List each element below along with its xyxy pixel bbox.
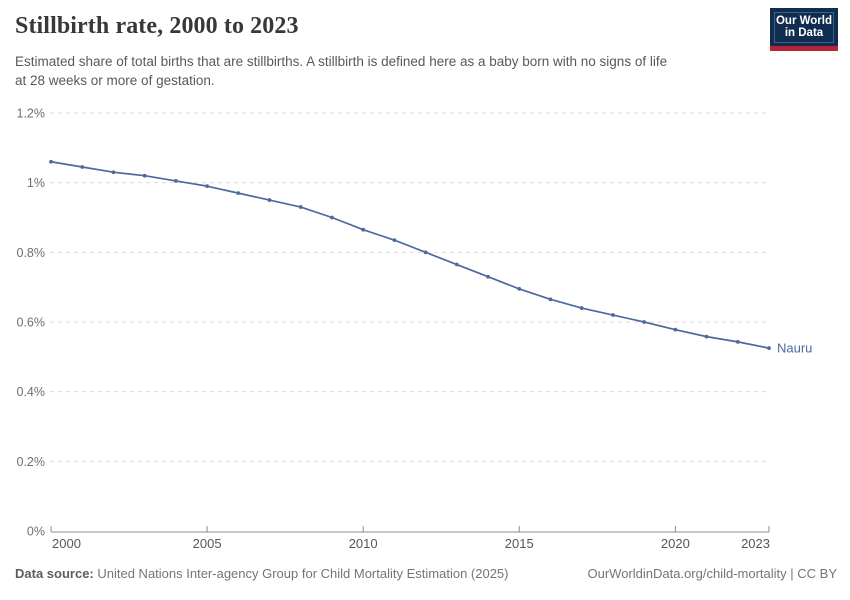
data-point[interactable] (142, 173, 147, 178)
data-point[interactable] (642, 320, 647, 324)
data-point[interactable] (767, 346, 771, 351)
owid-logo[interactable]: Our World in Data (770, 8, 838, 51)
data-point[interactable] (517, 287, 522, 291)
data-point[interactable] (330, 215, 334, 220)
subtitle-line-1: Estimated share of total births that are… (15, 54, 668, 69)
x-axis-tick-label: 2020 (661, 536, 690, 551)
chart-footer: Data source: United Nations Inter-agency… (0, 566, 850, 581)
data-point[interactable] (579, 306, 584, 310)
owid-logo-text-2: in Data (784, 27, 824, 39)
x-axis-tick-label: 2005 (193, 536, 222, 551)
x-axis-tick-label: 2000 (52, 536, 81, 551)
data-point[interactable] (173, 179, 178, 183)
y-axis-tick-label: 0.8% (17, 246, 46, 260)
data-point[interactable] (673, 327, 678, 332)
data-point[interactable] (80, 165, 85, 169)
data-point[interactable] (611, 313, 615, 317)
x-axis-tick-label: 2023 (741, 536, 770, 551)
owid-logo-text-1: Our World (775, 14, 832, 27)
data-point[interactable] (486, 274, 490, 279)
chart-subtitle: Estimated share of total births that are… (15, 52, 765, 90)
y-axis-tick-label: 1.2% (17, 107, 46, 121)
data-point[interactable] (704, 334, 709, 339)
data-point[interactable] (111, 170, 116, 175)
y-axis-tick-label: 0% (27, 525, 45, 539)
x-axis-tick-label: 2010 (349, 536, 378, 551)
y-axis-tick-label: 0.6% (17, 316, 46, 330)
x-axis-tick-label: 2015 (505, 536, 534, 551)
entity-label-nauru[interactable]: Nauru (777, 341, 812, 356)
data-line-nauru[interactable] (50, 160, 770, 349)
data-point[interactable] (454, 262, 459, 267)
owid-url-license-link[interactable]: OurWorldinData.org/child-mortality | CC … (587, 566, 838, 581)
data-source-note[interactable]: Data source: United Nations Inter-agency… (15, 566, 509, 581)
y-axis-tick-label: 0.2% (17, 455, 46, 469)
data-point[interactable] (298, 205, 303, 209)
data-point[interactable] (236, 191, 241, 196)
data-point[interactable] (548, 297, 553, 302)
data-point[interactable] (361, 227, 366, 232)
subtitle-line-2: at 28 weeks or more of gestation. (15, 73, 215, 88)
page-title: Stillbirth rate, 2000 to 2023 (15, 13, 299, 39)
data-point[interactable] (205, 184, 209, 189)
data-source-label: Data source: (15, 566, 94, 581)
y-axis-tick-label: 0.4% (17, 385, 46, 399)
owid-logo-frame: Our World in Data (774, 11, 834, 43)
data-point[interactable] (267, 198, 272, 202)
data-point[interactable] (392, 238, 397, 243)
y-axis-tick-label: 1% (27, 176, 45, 190)
data-point[interactable] (49, 159, 53, 164)
data-point[interactable] (423, 250, 428, 255)
data-source-text: United Nations Inter-agency Group for Ch… (93, 566, 509, 581)
data-point[interactable] (735, 339, 740, 344)
